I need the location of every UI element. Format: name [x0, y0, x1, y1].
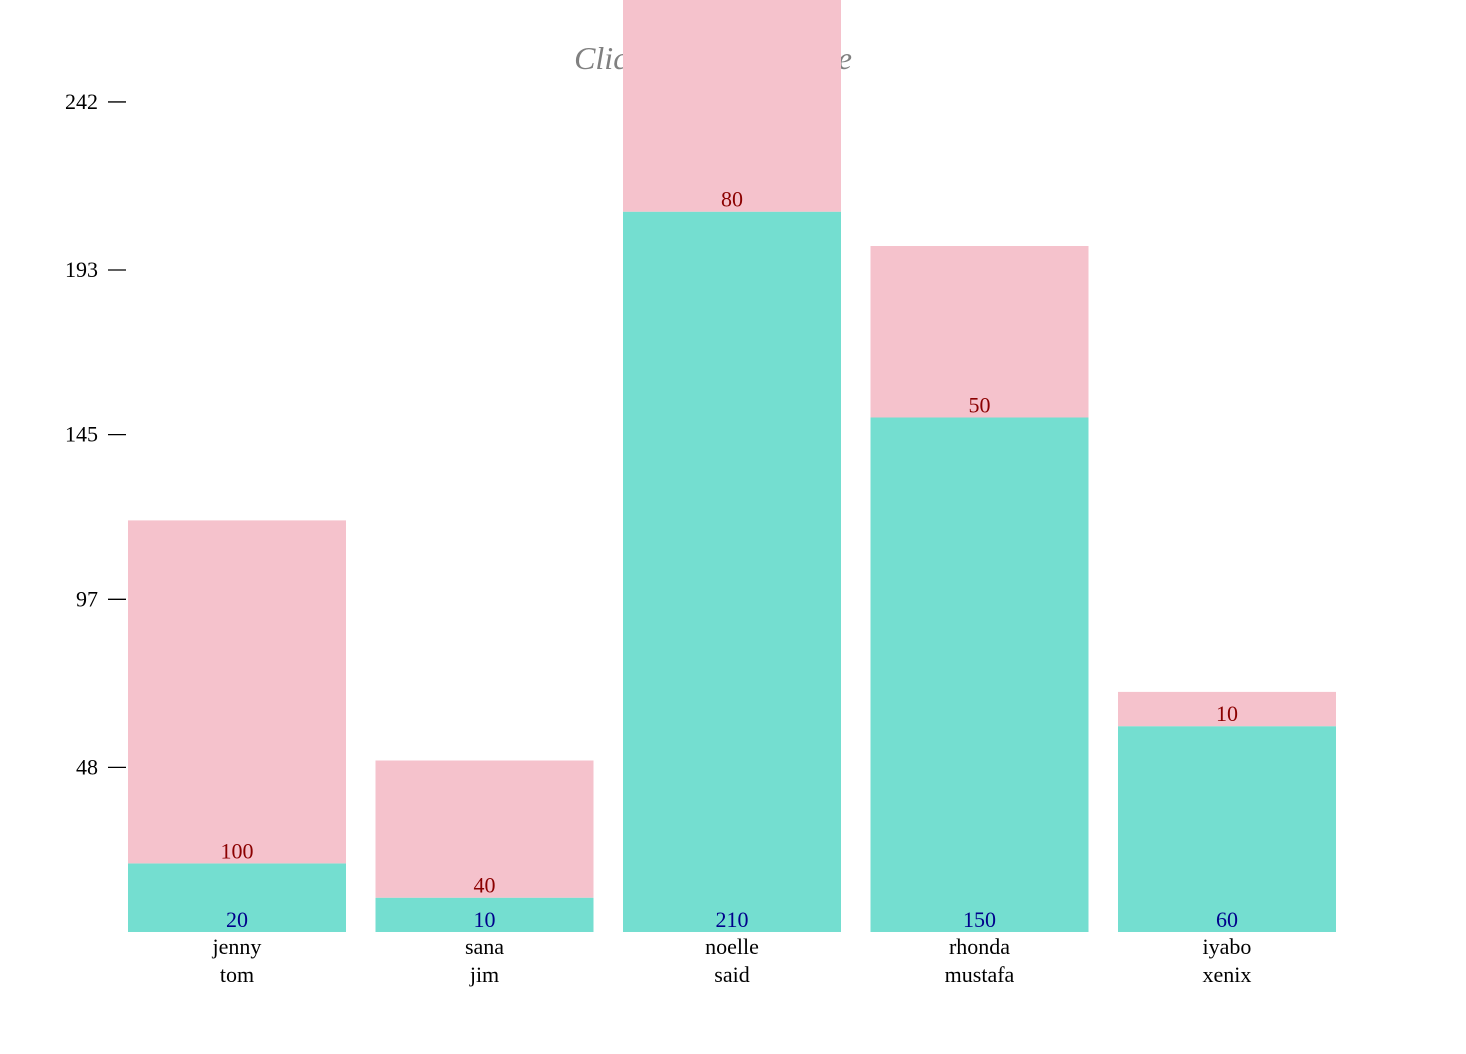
- y-tick-label: 242: [65, 89, 98, 114]
- x-category-label: jenny: [212, 934, 262, 959]
- y-tick-label: 193: [65, 257, 98, 282]
- bar-bottom-segment: [623, 211, 841, 932]
- bar-bottom-value-label: 10: [474, 907, 496, 932]
- bar-top-segment: [870, 246, 1089, 418]
- bar-top-value-label: 40: [474, 873, 496, 898]
- x-category-label: rhonda: [949, 934, 1010, 959]
- bar-top-segment: [1118, 691, 1336, 727]
- bar-top-value-label: 80: [721, 187, 743, 212]
- bar-top-value-label: 50: [969, 393, 991, 418]
- bar-bottom-value-label: 20: [226, 907, 248, 932]
- bar-top-segment: [623, 0, 841, 212]
- x-category-label: tom: [220, 962, 254, 987]
- bar-top-value-label: 100: [221, 838, 254, 863]
- bar-bottom-value-label: 150: [963, 907, 996, 932]
- bar-bottom-value-label: 210: [716, 907, 749, 932]
- x-category-label: mustafa: [945, 962, 1015, 987]
- bar-bottom-segment: [375, 897, 594, 932]
- x-category-label: iyabo: [1203, 934, 1252, 959]
- y-tick-label: 145: [65, 422, 98, 447]
- bar-bottom-segment: [1118, 726, 1336, 932]
- bar-top-value-label: 10: [1216, 701, 1238, 726]
- x-category-label: jim: [469, 962, 499, 987]
- bar-bottom-segment: [128, 863, 346, 932]
- y-tick-label: 48: [76, 754, 98, 779]
- x-category-label: xenix: [1203, 962, 1252, 987]
- bar-top-segment: [128, 520, 346, 864]
- x-category-label: sana: [465, 934, 504, 959]
- x-category-label: noelle: [705, 934, 759, 959]
- y-tick-label: 97: [76, 586, 98, 611]
- x-category-label: said: [714, 962, 749, 987]
- bar-bottom-value-label: 60: [1216, 907, 1238, 932]
- bar-top-segment: [375, 760, 594, 898]
- bar-bottom-segment: [870, 417, 1089, 932]
